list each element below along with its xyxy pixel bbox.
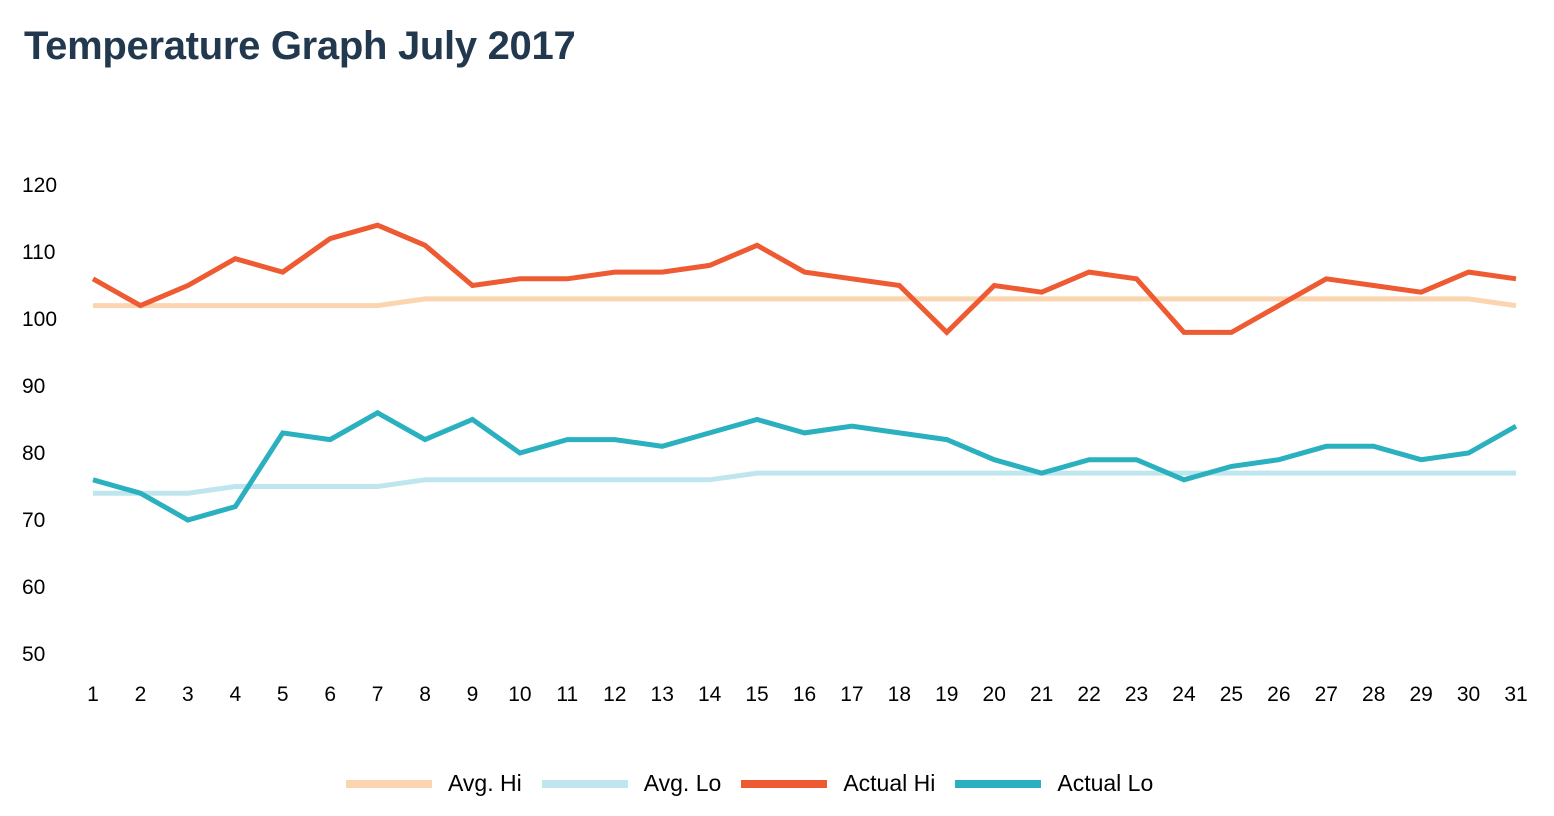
x-tick-label: 5 bbox=[277, 683, 289, 706]
x-tick-label: 23 bbox=[1125, 683, 1148, 706]
y-tick-label: 110 bbox=[22, 241, 55, 264]
series-line-avg-hi bbox=[93, 296, 1517, 309]
series-line-avg-lo bbox=[93, 470, 1516, 496]
legend-item[interactable]: Avg. Hi bbox=[346, 770, 522, 797]
y-tick-label: 100 bbox=[22, 308, 57, 331]
legend-swatch bbox=[541, 779, 628, 788]
y-tick-label: 70 bbox=[22, 509, 45, 532]
x-tick-label: 22 bbox=[1077, 683, 1100, 706]
legend-label: Avg. Hi bbox=[448, 770, 522, 796]
x-tick-label: 12 bbox=[603, 683, 626, 706]
series-line-actual-lo bbox=[92, 409, 1518, 523]
legend-label: Actual Hi bbox=[843, 770, 936, 796]
x-tick-label: 25 bbox=[1220, 683, 1243, 706]
legend-item[interactable]: Actual Hi bbox=[741, 770, 935, 797]
y-tick-label: 80 bbox=[22, 442, 45, 465]
x-tick-label: 9 bbox=[467, 683, 479, 706]
x-tick-label: 27 bbox=[1315, 683, 1338, 706]
x-tick-label: 19 bbox=[935, 683, 958, 706]
x-tick-label: 17 bbox=[840, 683, 863, 706]
x-tick-label: 16 bbox=[793, 683, 816, 706]
legend-item[interactable]: Avg. Lo bbox=[541, 770, 722, 797]
x-tick-label: 21 bbox=[1030, 683, 1053, 706]
x-tick-label: 8 bbox=[419, 683, 431, 706]
x-tick-label: 13 bbox=[651, 683, 674, 706]
x-tick-label: 11 bbox=[556, 683, 578, 706]
legend-swatch bbox=[741, 779, 828, 788]
x-tick-label: 18 bbox=[888, 683, 911, 706]
legend-swatch bbox=[346, 779, 432, 788]
chart-legend: Avg. Hi Avg. Lo Actual Hi Actual Lo bbox=[346, 770, 1173, 797]
y-tick-label: 60 bbox=[22, 576, 45, 599]
x-tick-label: 3 bbox=[182, 683, 194, 706]
chart-title: Temperature Graph July 2017 bbox=[24, 24, 576, 68]
series-line-actual-hi bbox=[91, 222, 1517, 336]
legend-item[interactable]: Actual Lo bbox=[955, 770, 1153, 797]
x-tick-label: 10 bbox=[508, 683, 531, 706]
x-axis-ticks: 1 2 3 4 5 6 7 8 9 10 11 12 13 14 15 16 17 18 19 20 21 22 23 24 2… bbox=[87, 683, 1528, 706]
x-tick-label: 14 bbox=[698, 683, 722, 706]
legend-label: Actual Lo bbox=[1057, 770, 1154, 796]
y-axis-ticks: 50 60 70 80 90 100 110 120 bbox=[22, 174, 57, 666]
y-tick-label: 120 bbox=[22, 174, 57, 197]
series-lines bbox=[91, 222, 1518, 523]
x-tick-label: 15 bbox=[745, 683, 768, 706]
x-tick-label: 29 bbox=[1409, 683, 1432, 706]
x-tick-label: 20 bbox=[983, 683, 1006, 706]
x-tick-label: 4 bbox=[229, 683, 241, 706]
x-tick-label: 31 bbox=[1504, 683, 1527, 706]
y-tick-label: 50 bbox=[22, 643, 45, 666]
x-tick-label: 7 bbox=[372, 683, 384, 706]
legend-swatch bbox=[955, 779, 1042, 788]
x-tick-label: 1 bbox=[87, 683, 99, 706]
x-tick-label: 24 bbox=[1172, 683, 1196, 706]
x-tick-label: 26 bbox=[1267, 683, 1290, 706]
x-tick-label: 30 bbox=[1457, 683, 1480, 706]
x-tick-label: 28 bbox=[1362, 683, 1385, 706]
legend-label: Avg. Lo bbox=[643, 770, 722, 796]
x-tick-label: 2 bbox=[135, 683, 147, 706]
x-tick-label: 6 bbox=[324, 683, 336, 706]
y-tick-label: 90 bbox=[22, 375, 45, 398]
